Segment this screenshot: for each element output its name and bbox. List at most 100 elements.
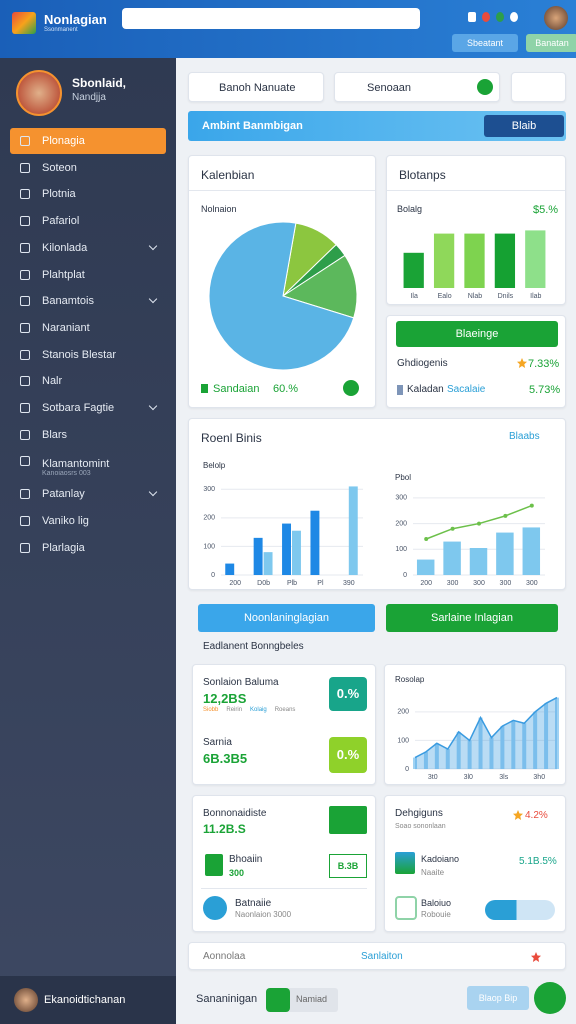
y-tick-label: 0 bbox=[403, 572, 407, 579]
banner: Ambint Banmbigan Blaib bbox=[188, 111, 566, 141]
chevron bbox=[148, 294, 158, 304]
x-tick-label: D0b bbox=[257, 580, 270, 587]
action-button[interactable]: Noonlaninglagian bbox=[198, 604, 375, 632]
bar bbox=[469, 548, 488, 575]
divider bbox=[387, 190, 565, 191]
line-point bbox=[450, 526, 455, 531]
metric-title: Sarnia bbox=[203, 737, 232, 748]
avatar[interactable] bbox=[544, 6, 568, 30]
lower-card: Dehgiguns Soao sononlaan 4.2% Kadoiano N… bbox=[384, 795, 566, 932]
area-bar bbox=[445, 749, 450, 769]
menu-icon bbox=[20, 349, 30, 360]
lower-badge: B.3B bbox=[329, 854, 367, 878]
menu-icon bbox=[20, 542, 30, 553]
line-point bbox=[503, 513, 508, 518]
lower-sub: Naonlaion 3000 bbox=[235, 910, 292, 919]
menu-item[interactable]: Banamtois bbox=[10, 288, 166, 314]
sub: Roeans bbox=[274, 707, 296, 713]
star bbox=[513, 810, 523, 820]
search-box[interactable] bbox=[122, 8, 420, 29]
lower-card: Bonnonaidiste 11.2B.S Bhoaiin 300 B.3B B… bbox=[192, 795, 376, 932]
area-bar bbox=[555, 697, 559, 769]
bar bbox=[522, 527, 541, 575]
menu-item[interactable]: Pafariol bbox=[10, 208, 166, 234]
action-button[interactable]: Sarlaine Inlagian bbox=[386, 604, 558, 632]
menu-item[interactable]: Soteon bbox=[10, 155, 166, 181]
metric-badge: 0.% bbox=[329, 677, 367, 711]
menu-item[interactable]: Naraniant bbox=[10, 315, 166, 341]
menu-item[interactable]: Stanois Blestar bbox=[10, 342, 166, 368]
menu-item[interactable]: Sotbara Fagtie bbox=[10, 395, 166, 421]
stat-label: Ghdiogenis bbox=[397, 358, 448, 369]
menu-icon bbox=[20, 515, 30, 526]
menu-item[interactable]: Vaniko lig bbox=[10, 508, 166, 534]
x-tick-label: 3l0 bbox=[464, 774, 473, 781]
menu-label: Stanois Blestar bbox=[42, 348, 116, 361]
bottom-chip[interactable]: Namiad bbox=[266, 988, 338, 1012]
menu-icon bbox=[20, 242, 30, 253]
toggle[interactable] bbox=[485, 900, 555, 920]
top-bar: Nonlagian Ssonmanent Sbeatant Banatan bbox=[0, 0, 576, 58]
menu-label: Nalr bbox=[42, 375, 63, 388]
menu-label: Klamantomint bbox=[42, 458, 110, 471]
x-tick-label: Ilab bbox=[530, 293, 541, 300]
sidebar: Sbonlaid, Nandjja Ekanoidtichanan Plonag… bbox=[0, 58, 176, 1024]
x-tick-label: Plb bbox=[287, 580, 297, 587]
line-point bbox=[424, 537, 429, 541]
menu-item[interactable]: Plonagia bbox=[10, 128, 166, 154]
y-tick-label: 200 bbox=[203, 515, 215, 522]
area-card: Rosolap 0 100 200 3t0 3l0 3ls 3h0 bbox=[384, 664, 566, 785]
metric-value: 12,2BS bbox=[203, 691, 247, 706]
menu-item[interactable]: Plahtplat bbox=[10, 262, 166, 288]
chart-label: Nolnaion bbox=[201, 204, 237, 214]
area-chart: 0 100 200 3t0 3l0 3ls 3h0 bbox=[397, 696, 559, 781]
menu-item[interactable]: Nalr bbox=[10, 368, 166, 394]
bottom-button[interactable]: Blaop Bip bbox=[467, 986, 529, 1010]
bar bbox=[225, 563, 235, 575]
search[interactable]: Senoaan bbox=[334, 72, 500, 102]
menu-label: Plonagia bbox=[42, 135, 85, 147]
menu-label: Plotnia bbox=[42, 188, 76, 201]
lower-icon bbox=[395, 896, 417, 920]
metric-badge: 0.% bbox=[329, 737, 367, 773]
icon-box[interactable] bbox=[511, 72, 566, 102]
menu-item[interactable]: Plotnia bbox=[10, 181, 166, 207]
chart-label: Pbol bbox=[395, 473, 412, 482]
lower-title: Bhoaiin bbox=[229, 854, 263, 865]
banner-button[interactable]: Blaib bbox=[484, 115, 564, 137]
lower-badge bbox=[329, 806, 367, 834]
area-bar bbox=[489, 737, 494, 769]
stat-value: 7.33% bbox=[528, 358, 560, 370]
y-tick-label: 100 bbox=[397, 737, 409, 744]
menu-label: Pafariol bbox=[42, 215, 80, 228]
header-button[interactable]: Banatan bbox=[526, 34, 576, 52]
menu-item[interactable]: Plarlagia bbox=[10, 535, 166, 561]
area-bar bbox=[434, 743, 439, 769]
strip-right[interactable]: Sanlaiton bbox=[361, 951, 403, 962]
menu-item[interactable]: Kilonlada bbox=[10, 235, 166, 261]
menu-label: Plarlagia bbox=[42, 541, 85, 554]
divider bbox=[189, 190, 375, 191]
dropdown[interactable]: Banoh Nanuate bbox=[188, 72, 324, 102]
area-bar bbox=[423, 751, 428, 769]
bottom-title: Sananinigan bbox=[196, 993, 258, 1005]
stat-button[interactable]: Blaeinge bbox=[396, 321, 558, 347]
menu-icon bbox=[20, 376, 30, 387]
menu-item[interactable]: Blars bbox=[10, 422, 166, 448]
menu-item[interactable]: Patanlay bbox=[10, 481, 166, 507]
search-badge bbox=[477, 79, 493, 95]
metric-card: Sonlaion Baluma 12,2BS Siobb Reirin Kolaig… bbox=[192, 664, 376, 785]
bar bbox=[464, 233, 485, 288]
menu-item[interactable]: Klamantomint Kanoiaosrs 003 bbox=[10, 448, 166, 480]
header-button[interactable]: Sbeatant bbox=[452, 34, 518, 52]
area-bar bbox=[456, 731, 461, 769]
card-link[interactable]: Blaabs bbox=[509, 431, 540, 442]
menu-icon bbox=[20, 296, 30, 307]
lower-title: Baloiuo bbox=[421, 898, 452, 908]
menu-sub: Kanoiaosrs 003 bbox=[42, 470, 91, 478]
area-bar bbox=[511, 720, 516, 769]
chart-value: $5.% bbox=[533, 204, 559, 216]
fab[interactable] bbox=[534, 982, 566, 1014]
chevron bbox=[148, 401, 158, 411]
